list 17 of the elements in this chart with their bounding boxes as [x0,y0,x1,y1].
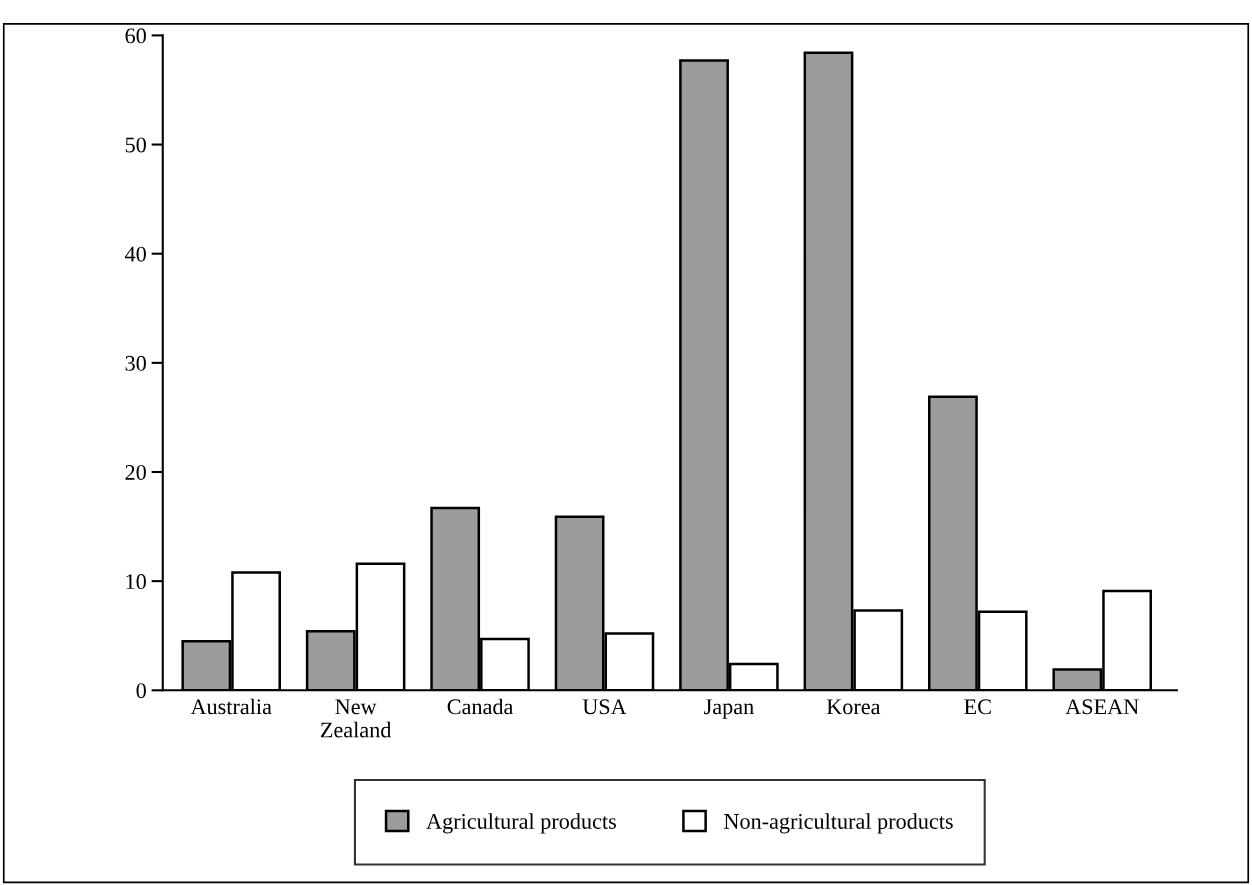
y-tick-label: 40 [125,246,146,262]
legend-label: Agricultural products [426,813,616,834]
x-tick-label: ASEAN [1065,699,1139,715]
y-tick-label: 50 [125,137,146,153]
x-tick-label: USA [582,699,627,715]
y-tick-label: 60 [125,28,146,44]
y-tick-label: 0 [136,683,146,699]
x-tick-label: EC [964,699,991,715]
x-tick-label: Canada [447,698,514,715]
x-tick-label: New Zealand [320,699,392,738]
legend-label: Non-agricultural products [724,813,953,834]
y-tick-label: 20 [125,464,146,480]
x-tick-label: Japan [704,699,754,719]
x-tick-label: Korea [826,699,881,715]
y-tick-label: 30 [125,355,146,371]
y-tick-label: 10 [126,574,146,590]
x-tick-label: Australia [190,698,272,715]
